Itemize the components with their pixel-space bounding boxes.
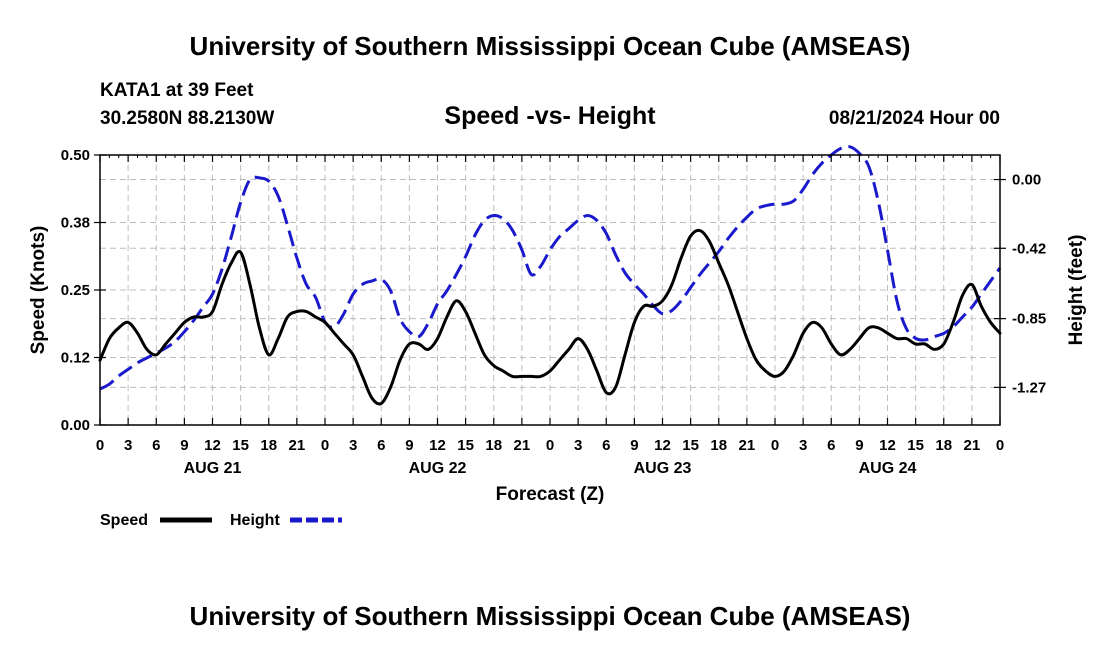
y2-tick-label: 0.00 (1012, 172, 1041, 189)
x-tick-label: 0 (546, 437, 554, 454)
axis-ticks (94, 154, 1006, 426)
y2-tick-label: -0.42 (1012, 240, 1046, 257)
x-tick-label: 3 (124, 437, 132, 454)
y2-tick-label: -1.27 (1012, 379, 1046, 396)
height-series-line (99, 145, 1002, 391)
y2-tick-label: -0.85 (1012, 311, 1046, 328)
x-tick-label: 15 (457, 437, 474, 454)
x-tick-label: 15 (907, 437, 924, 454)
page-title: University of Southern Mississippi Ocean… (190, 31, 911, 61)
x-tick-label: 12 (654, 437, 671, 454)
x-tick-label: 21 (964, 437, 981, 454)
x-tick-label: 12 (879, 437, 896, 454)
day-label: AUG 22 (409, 460, 467, 477)
day-label: AUG 24 (859, 460, 917, 477)
footer-title: University of Southern Mississippi Ocean… (190, 601, 911, 631)
x-axis-title: Forecast (Z) (496, 484, 605, 505)
x-tick-label: 3 (349, 437, 357, 454)
speed-series-line (98, 228, 1002, 406)
x-tick-label: 21 (514, 437, 531, 454)
axis-labels: 0 3 6 9 12 15 18 21 0 3 6 9 12 15 18 21 0 3 6 9 12 15 18 21 0 3 6 9… (61, 147, 1046, 477)
x-tick-label: 9 (855, 437, 863, 454)
y2-axis-title: Height (feet) (1066, 235, 1087, 346)
legend-speed-label: Speed (100, 512, 148, 529)
chart-title: Speed -vs- Height (444, 102, 656, 130)
x-tick-label: 6 (377, 437, 385, 454)
x-tick-label: 18 (710, 437, 727, 454)
series-layer (98, 145, 1002, 406)
station-label: KATA1 at 39 Feet (100, 80, 254, 101)
x-tick-label: 12 (429, 437, 446, 454)
legend-height-label: Height (230, 512, 280, 529)
x-tick-label: 3 (799, 437, 807, 454)
station-coords: 30.2580N 88.2130W (100, 108, 274, 129)
x-tick-label: 12 (204, 437, 221, 454)
x-tick-label: 0 (996, 437, 1004, 454)
x-tick-label: 15 (682, 437, 699, 454)
x-tick-label: 15 (232, 437, 249, 454)
x-tick-label: 9 (405, 437, 413, 454)
y-tick-label: 0.25 (61, 282, 90, 299)
forecast-datetime: 08/21/2024 Hour 00 (829, 108, 1000, 129)
x-tick-label: 6 (602, 437, 610, 454)
x-tick-label: 21 (289, 437, 306, 454)
x-tick-label: 18 (260, 437, 277, 454)
x-tick-label: 18 (935, 437, 952, 454)
x-tick-label: 21 (739, 437, 756, 454)
x-tick-label: 9 (630, 437, 638, 454)
x-tick-label: 6 (827, 437, 835, 454)
y-tick-label: 0.38 (61, 215, 90, 232)
x-tick-label: 18 (485, 437, 502, 454)
x-tick-label: 0 (96, 437, 104, 454)
legend: Speed Height (100, 512, 342, 529)
x-tick-label: 0 (771, 437, 779, 454)
y-tick-label: 0.50 (61, 147, 90, 164)
y-tick-label: 0.00 (61, 417, 90, 434)
y-tick-label: 0.12 (61, 350, 90, 367)
x-tick-label: 9 (180, 437, 188, 454)
x-tick-label: 3 (574, 437, 582, 454)
y-axis-title: Speed (Knots) (28, 226, 49, 355)
x-tick-label: 6 (152, 437, 160, 454)
grid-lines (100, 155, 1000, 425)
x-tick-label: 0 (321, 437, 329, 454)
day-label: AUG 21 (184, 460, 242, 477)
day-label: AUG 23 (634, 460, 692, 477)
